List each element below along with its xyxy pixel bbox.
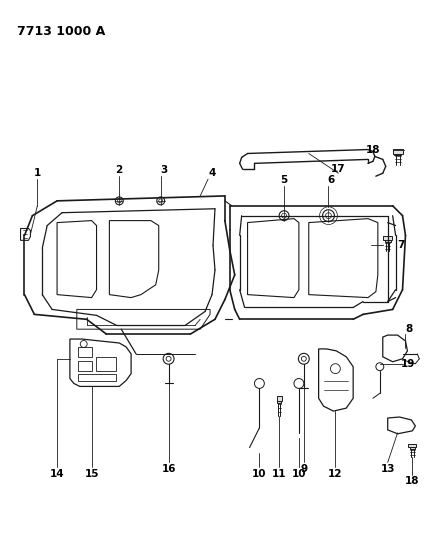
Polygon shape — [408, 444, 416, 447]
Polygon shape — [383, 237, 392, 240]
Polygon shape — [276, 395, 282, 401]
Text: 12: 12 — [328, 469, 343, 479]
Text: 3: 3 — [160, 165, 167, 175]
Polygon shape — [394, 154, 401, 155]
Text: 8: 8 — [406, 324, 413, 334]
Text: 7713 1000 A: 7713 1000 A — [17, 25, 105, 38]
Text: 16: 16 — [161, 464, 176, 474]
Polygon shape — [392, 149, 402, 154]
Text: 5: 5 — [280, 175, 288, 185]
Text: 18: 18 — [366, 144, 380, 155]
Polygon shape — [385, 240, 391, 241]
Text: 13: 13 — [380, 464, 395, 474]
Text: 18: 18 — [405, 476, 419, 486]
Text: 4: 4 — [208, 168, 216, 178]
Polygon shape — [277, 401, 281, 403]
Text: 14: 14 — [50, 469, 64, 479]
Text: 19: 19 — [401, 359, 416, 369]
Text: 6: 6 — [328, 175, 335, 185]
Text: 10: 10 — [291, 469, 306, 479]
Text: 1: 1 — [34, 168, 41, 178]
Text: 7: 7 — [397, 240, 404, 251]
Text: 2: 2 — [116, 165, 123, 175]
Text: 15: 15 — [84, 469, 99, 479]
Text: 17: 17 — [331, 164, 346, 174]
Text: 9: 9 — [300, 464, 307, 474]
Polygon shape — [410, 447, 415, 449]
Text: 11: 11 — [272, 469, 286, 479]
Text: 10: 10 — [252, 469, 267, 479]
